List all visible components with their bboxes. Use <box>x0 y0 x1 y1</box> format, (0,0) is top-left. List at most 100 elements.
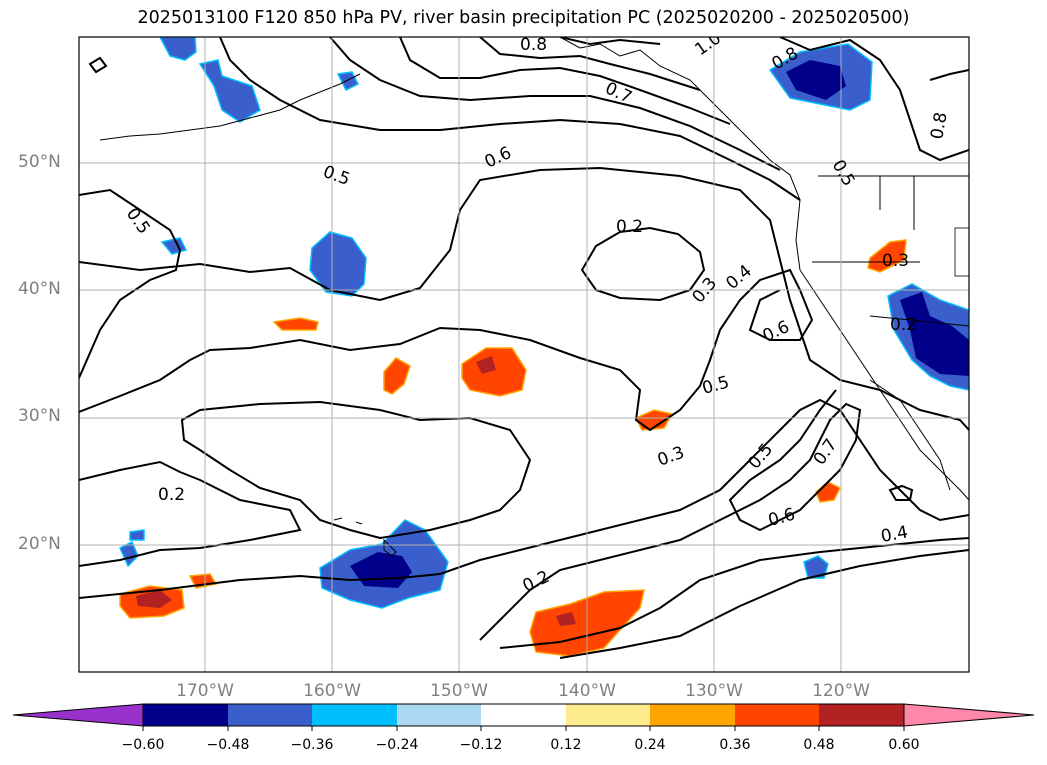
contour-label: 0.4 <box>879 523 909 547</box>
pv-contour <box>79 188 182 379</box>
pv-contour <box>79 166 969 431</box>
contour-label: 0.3 <box>655 443 687 471</box>
pv-contour <box>888 484 914 501</box>
pv-contour <box>399 37 731 125</box>
pv-contour <box>499 537 969 649</box>
lat-label-20n: 20°N <box>18 534 61 554</box>
colorbar-tick-label: −0.48 <box>206 737 250 753</box>
lon-label-130w: 130°W <box>685 681 743 701</box>
pv-contour <box>219 37 801 201</box>
lat-label-40n: 40°N <box>18 279 61 299</box>
precip-anomaly-negative <box>129 529 145 541</box>
precip-anomaly-negative <box>336 71 360 92</box>
contour-label: 0.6 <box>760 317 793 347</box>
contour-label: 0.2 <box>520 567 553 597</box>
contour-label: 0.2 <box>890 315 917 335</box>
pv-contour <box>180 400 532 540</box>
negative-precip-anomalies <box>119 37 969 609</box>
contour-label: 0.5 <box>320 162 352 190</box>
pv-contour <box>79 460 302 567</box>
pv-contour <box>580 226 706 302</box>
precip-anomaly-positive <box>815 481 842 503</box>
lon-label-120w: 120°W <box>812 681 870 701</box>
precip-anomaly-positive <box>461 347 527 397</box>
colorbar-segment <box>819 704 904 726</box>
precip-anomaly-positive <box>383 357 411 395</box>
contour-label: 0.2 <box>616 217 643 237</box>
precip-anomaly-positive-strong <box>136 590 172 608</box>
precip-anomaly-negative <box>309 231 367 297</box>
precip-anomaly-negative <box>160 237 188 255</box>
precip-anomaly-negative-strong <box>900 292 969 376</box>
colorbar-segment <box>650 704 735 726</box>
positive-precip-anomalies <box>119 239 907 657</box>
colorbar-segment <box>228 704 312 726</box>
precip-anomaly-positive <box>272 317 319 331</box>
precip-anomaly-negative <box>119 540 139 568</box>
contour-label: 0.3 <box>882 251 909 271</box>
province-border <box>812 176 920 263</box>
colorbar-tick-label: 0.60 <box>888 737 920 753</box>
lon-label-170w: 170°W <box>176 681 234 701</box>
aleutian-islands <box>99 73 361 141</box>
hawaii-islands <box>333 517 397 557</box>
precip-anomaly-positive-strong <box>556 612 576 626</box>
colorbar-segment <box>143 704 228 726</box>
colorbar-tick-label: 0.36 <box>719 737 751 753</box>
pv-contour <box>79 398 969 599</box>
border-us-mexico <box>869 315 969 327</box>
precip-anomaly-positive-strong <box>476 356 496 374</box>
contour-label: 0.5 <box>828 157 859 190</box>
precip-anomaly-negative <box>159 37 197 61</box>
pv-contour <box>559 37 661 46</box>
contour-label: 0.6 <box>482 143 515 173</box>
lon-label-150w: 150°W <box>430 681 488 701</box>
colorbar-segment <box>735 704 819 726</box>
pv-contour <box>479 389 862 641</box>
lon-label-140w: 140°W <box>558 681 616 701</box>
precip-anomaly-positive <box>867 239 907 273</box>
colorbar-tick-label: −0.60 <box>121 737 165 753</box>
contour-label: 0.5 <box>700 373 731 399</box>
baja-california <box>869 379 951 491</box>
gridlines <box>79 37 969 672</box>
contour-label: 0.8 <box>520 35 547 55</box>
pv-contours <box>79 37 969 659</box>
colorbar-segment <box>397 704 481 726</box>
lon-label-160w: 160°W <box>303 681 361 701</box>
precip-anomaly-negative <box>198 59 261 123</box>
colorbar-tick-label: −0.12 <box>459 737 503 753</box>
lat-label-50n: 50°N <box>18 152 61 172</box>
colorbar-segment <box>312 704 397 726</box>
alaska-coast <box>559 37 969 501</box>
map-frame <box>78 36 970 673</box>
colorbar-extend-high <box>903 703 1035 727</box>
colorbar-tick-label: 0.24 <box>634 737 666 753</box>
pv-contour <box>79 268 814 432</box>
precip-anomaly-positive <box>634 409 674 431</box>
coastlines <box>99 37 969 557</box>
precip-anomaly-negative-strong <box>786 60 846 100</box>
contour-label: 1.0 <box>691 28 725 60</box>
pv-contour <box>779 37 969 162</box>
contour-label: 0.5 <box>122 204 154 238</box>
pv-contour <box>479 37 701 91</box>
colorbar-tick-label: −0.36 <box>290 737 334 753</box>
pv-contour <box>88 56 108 74</box>
colorbar-segment <box>481 704 566 726</box>
map-title: 2025013100 F120 850 hPa PV, river basin … <box>137 8 910 28</box>
contour-label: 0.8 <box>927 111 951 141</box>
precip-anomaly-negative <box>803 555 829 579</box>
pv-contour <box>559 549 969 659</box>
contour-label: 0.5 <box>745 440 778 474</box>
colorbar-tick-label: 0.48 <box>803 737 835 753</box>
colorbar <box>12 703 1035 731</box>
colorbar-extend-low <box>12 703 144 727</box>
contour-label: 0.2 <box>158 485 185 505</box>
pv-contour <box>329 37 781 171</box>
colorbar-frame <box>142 703 905 727</box>
colorbar-segment <box>566 704 650 726</box>
contour-label: 0.3 <box>689 274 722 308</box>
state-border-box <box>954 227 969 277</box>
